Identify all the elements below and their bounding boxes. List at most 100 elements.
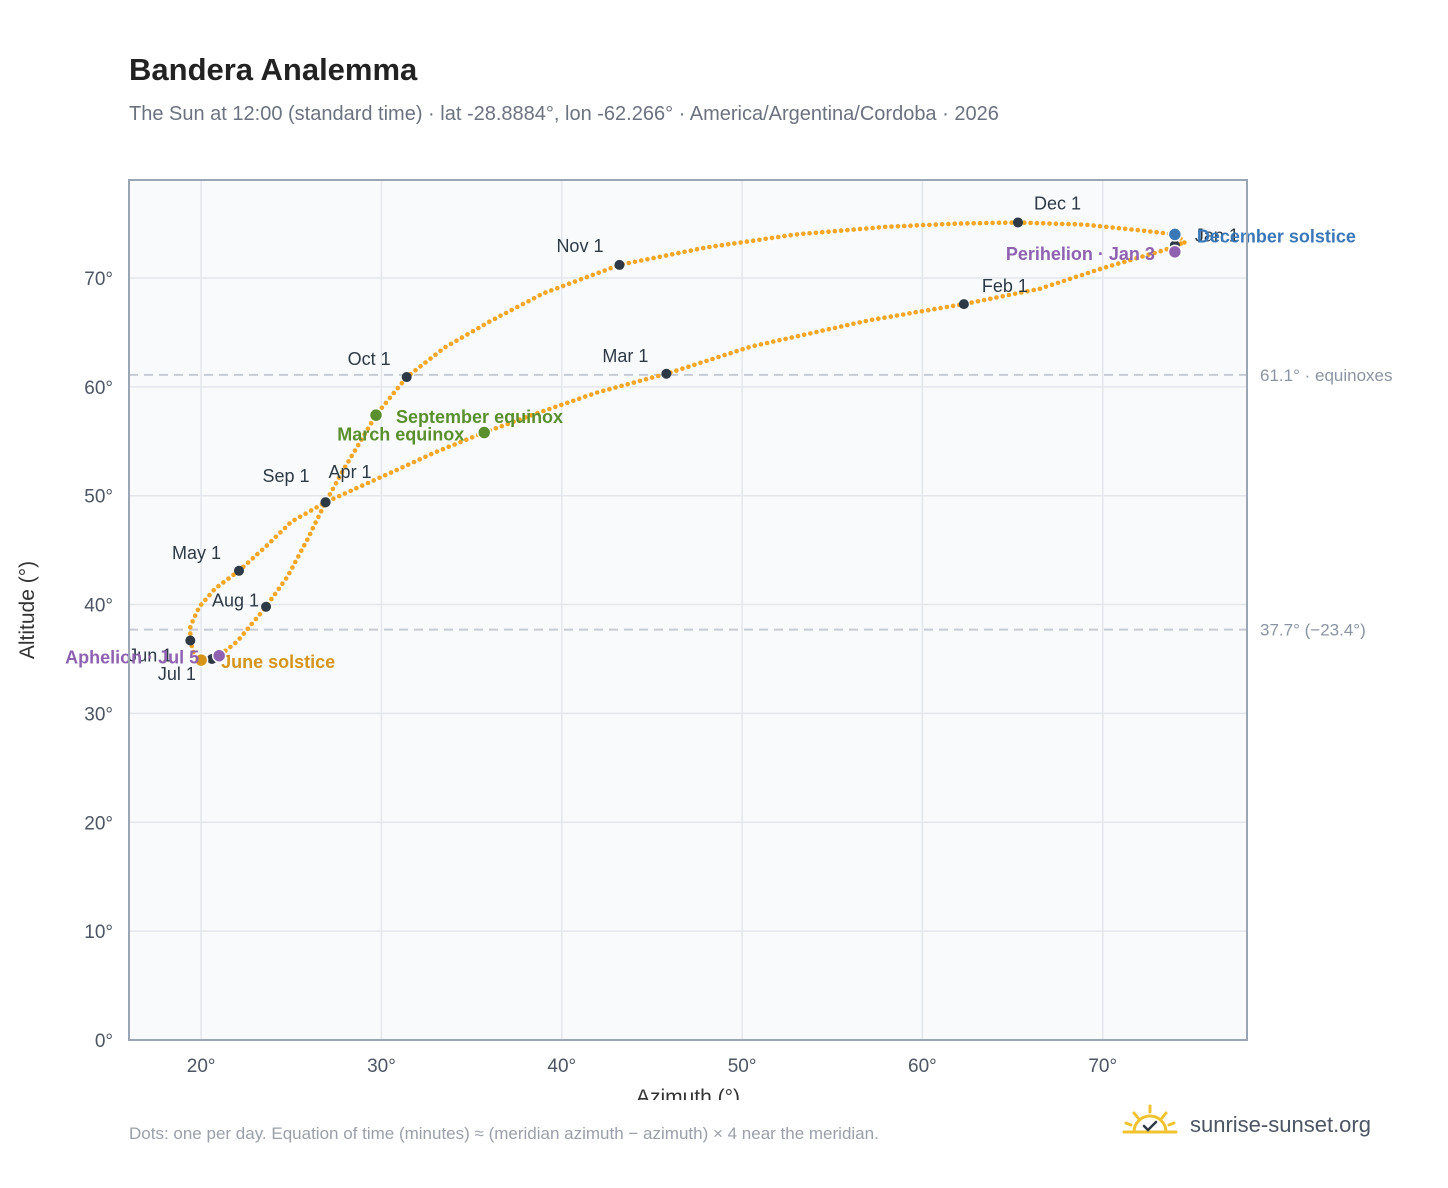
daily-dot bbox=[845, 227, 850, 233]
x-tick-label: 60° bbox=[908, 1056, 937, 1077]
daily-dot bbox=[977, 220, 983, 226]
daily-dot bbox=[876, 225, 882, 230]
daily-dot bbox=[927, 222, 932, 228]
daily-dot bbox=[423, 454, 428, 460]
daily-dot bbox=[543, 290, 548, 295]
daily-dot bbox=[1091, 223, 1096, 228]
daily-dot bbox=[365, 480, 371, 486]
daily-dot bbox=[327, 492, 333, 497]
daily-dot bbox=[794, 232, 800, 237]
daily-dot bbox=[395, 385, 401, 391]
daily-dot bbox=[725, 242, 731, 247]
daily-dot bbox=[387, 395, 393, 401]
daily-dot bbox=[894, 313, 900, 318]
daily-dot bbox=[920, 222, 926, 228]
daily-dot bbox=[331, 496, 336, 502]
daily-dot bbox=[763, 236, 768, 242]
daily-dot bbox=[1019, 290, 1024, 295]
daily-dot bbox=[645, 257, 650, 262]
daily-dot bbox=[713, 243, 718, 249]
daily-dot bbox=[788, 232, 793, 238]
daily-dot bbox=[1078, 222, 1084, 227]
daily-dot bbox=[932, 306, 937, 312]
daily-dot bbox=[400, 465, 405, 470]
event-label: Perihelion · Jan 3 bbox=[1006, 244, 1155, 264]
daily-dot bbox=[1091, 268, 1097, 274]
footnote: Dots: one per day. Equation of time (min… bbox=[129, 1124, 879, 1143]
daily-dot bbox=[523, 415, 528, 420]
month-marker bbox=[958, 299, 969, 310]
daily-dot bbox=[608, 265, 613, 271]
daily-dot bbox=[509, 307, 514, 313]
chart-title: Bandera Analemma bbox=[129, 52, 418, 87]
daily-dot bbox=[481, 322, 487, 328]
daily-dot bbox=[448, 341, 454, 347]
daily-dot bbox=[869, 317, 875, 323]
daily-dot bbox=[1182, 240, 1187, 245]
reference-line-label: 61.1° · equinoxes bbox=[1260, 366, 1393, 385]
daily-dot bbox=[826, 229, 831, 234]
daily-dot bbox=[813, 230, 819, 236]
daily-dot bbox=[188, 631, 193, 636]
daily-dot bbox=[694, 247, 700, 252]
daily-dot bbox=[349, 453, 355, 459]
daily-dot bbox=[602, 268, 607, 273]
daily-dot bbox=[722, 352, 727, 358]
daily-dot bbox=[1141, 228, 1147, 234]
daily-dot bbox=[882, 315, 887, 321]
daily-dot bbox=[352, 448, 358, 453]
daily-dot bbox=[1085, 222, 1090, 228]
daily-dot bbox=[342, 491, 348, 496]
daily-dot bbox=[303, 511, 308, 516]
daily-dot bbox=[446, 444, 452, 450]
daily-dot bbox=[1073, 274, 1079, 280]
daily-dot bbox=[259, 547, 265, 553]
daily-dot bbox=[838, 228, 844, 233]
month-label: Apr 1 bbox=[329, 462, 372, 482]
daily-dot bbox=[520, 301, 526, 307]
month-marker bbox=[233, 565, 244, 576]
daily-dot bbox=[278, 530, 283, 535]
daily-dot bbox=[771, 339, 776, 344]
daily-dot bbox=[674, 368, 679, 373]
daily-dot bbox=[864, 226, 869, 231]
month-label: Jan 1 bbox=[1195, 225, 1239, 245]
y-tick-label: 0° bbox=[95, 1031, 113, 1052]
daily-dot bbox=[379, 405, 385, 411]
event-label: December solstice bbox=[1197, 226, 1356, 246]
daily-dot bbox=[819, 229, 825, 235]
daily-dot bbox=[1148, 229, 1153, 234]
daily-dot bbox=[269, 596, 274, 602]
daily-dot bbox=[1067, 276, 1073, 282]
daily-dot bbox=[454, 338, 459, 344]
y-tick-label: 50° bbox=[84, 487, 113, 508]
daily-dot bbox=[638, 258, 644, 263]
daily-dot bbox=[413, 367, 418, 373]
daily-dot bbox=[632, 259, 638, 265]
daily-dot bbox=[744, 239, 750, 244]
daily-dot bbox=[368, 421, 374, 426]
daily-dot bbox=[529, 413, 534, 418]
daily-dot bbox=[1115, 261, 1121, 266]
daily-dot bbox=[459, 335, 465, 340]
daily-dot bbox=[1116, 225, 1122, 231]
analemma-chart: 61.1° · equinoxes 37.7° (−23.4°) Jan 1 Feb… bbox=[16, 179, 1393, 1100]
daily-dot bbox=[716, 354, 721, 360]
daily-dot bbox=[464, 437, 469, 443]
daily-dot bbox=[207, 592, 212, 598]
brand-name: sunrise-sunset.org bbox=[1190, 1112, 1371, 1137]
daily-dot bbox=[257, 611, 263, 617]
daily-dot bbox=[965, 221, 970, 226]
daily-dot bbox=[272, 591, 278, 597]
month-label: Feb 1 bbox=[982, 276, 1028, 296]
daily-dot bbox=[399, 380, 405, 386]
daily-dot bbox=[571, 398, 576, 404]
daily-dot bbox=[1104, 224, 1109, 230]
y-tick-label: 10° bbox=[84, 922, 113, 943]
month-label: Oct 1 bbox=[348, 349, 391, 369]
x-tick-label: 40° bbox=[547, 1056, 576, 1077]
daily-dot bbox=[584, 274, 590, 280]
daily-dot bbox=[515, 304, 520, 310]
daily-dot bbox=[559, 402, 564, 408]
